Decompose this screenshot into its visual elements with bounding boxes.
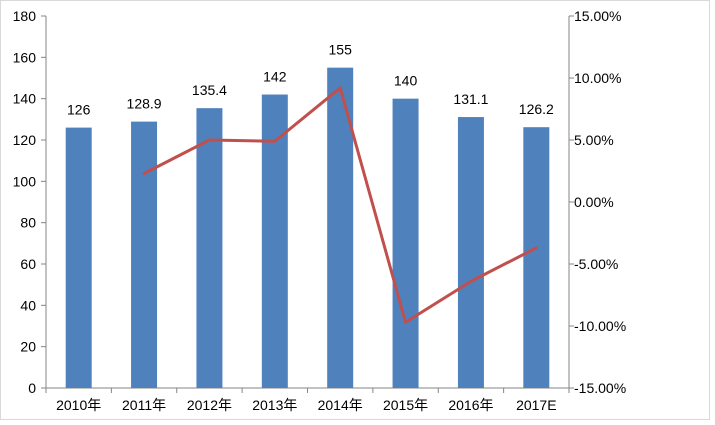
y-left-tick-label: 140 [13, 91, 37, 107]
y-left-tick-label: 120 [13, 132, 37, 148]
bar-data-label: 135.4 [192, 82, 227, 98]
bar [392, 98, 419, 389]
bar-data-label: 142 [263, 69, 287, 85]
x-tick-label: 2013年 [252, 397, 297, 413]
x-tick-label: 2011年 [122, 397, 166, 413]
y-left-tick-label: 100 [13, 173, 37, 189]
x-tick-label: 2015年 [383, 397, 428, 413]
x-tick-label: 2010年 [56, 397, 101, 413]
y-left-tick-label: 40 [20, 297, 36, 313]
y-right-tick-label: -10.00% [574, 318, 626, 334]
growth-line [142, 86, 538, 324]
y-right-tick-label: -5.00% [574, 256, 618, 272]
x-tick-label: 2014年 [318, 397, 363, 413]
y-left-tick-label: 160 [13, 49, 37, 65]
bar-data-label: 140 [394, 73, 418, 89]
y-right-tick-label: 0.00% [574, 194, 614, 210]
y-left-tick-label: 80 [20, 215, 36, 231]
y-left-tick-label: 60 [20, 256, 36, 272]
bar [65, 127, 92, 388]
bar-data-label: 126 [67, 102, 91, 118]
y-left-tick-label: 180 [13, 8, 37, 24]
y-right-tick-label: -15.00% [574, 380, 626, 396]
y-right-tick-label: 5.00% [574, 132, 614, 148]
y-right-tick-label: 15.00% [574, 8, 621, 24]
y-right-tick-label: 10.00% [574, 70, 621, 86]
bar-data-label: 131.1 [453, 91, 488, 107]
x-tick-label: 2012年 [187, 397, 232, 413]
y-left-tick-label: 0 [28, 380, 36, 396]
bar [196, 108, 223, 388]
bar-data-label: 128.9 [127, 96, 162, 112]
bar [457, 117, 484, 388]
bar-data-label: 155 [329, 42, 353, 58]
bar [261, 94, 288, 389]
x-tick-label: 2017E [516, 397, 556, 413]
y-left-tick-label: 20 [20, 339, 36, 355]
x-tick-label: 2016年 [448, 397, 493, 413]
bar [131, 121, 158, 389]
bar-data-label: 126.2 [519, 101, 554, 117]
bar [523, 127, 550, 388]
